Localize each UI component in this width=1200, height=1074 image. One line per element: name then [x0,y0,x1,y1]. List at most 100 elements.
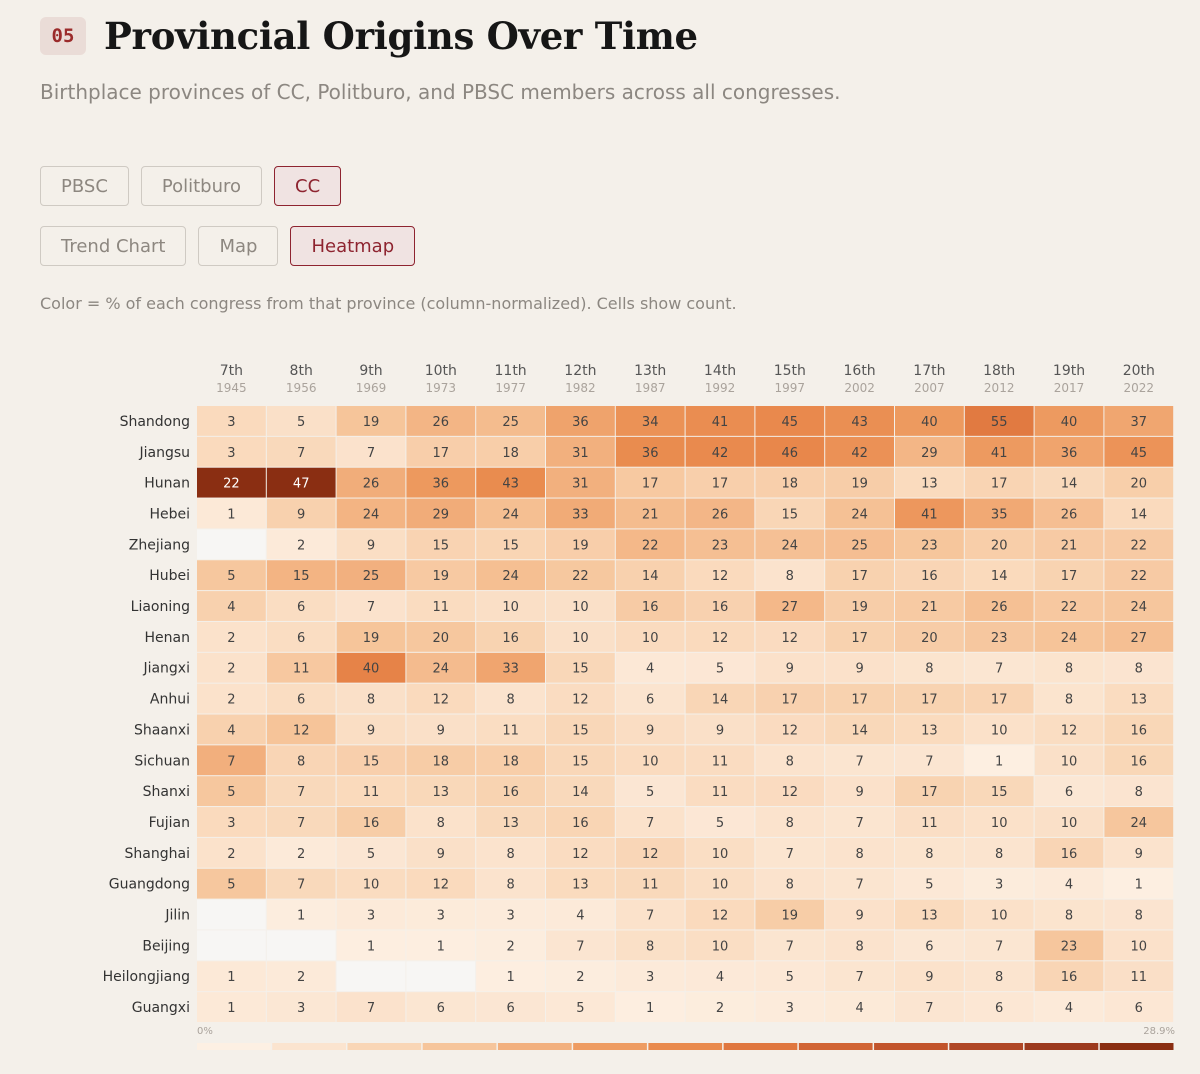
heatmap-cell[interactable] [406,498,476,529]
heatmap-cell[interactable] [685,683,755,714]
heatmap-cell[interactable] [895,807,964,837]
heatmap-cell[interactable] [615,406,685,436]
heatmap-cell[interactable] [615,683,685,714]
heatmap-cell[interactable] [685,961,755,992]
heatmap-cell[interactable] [1104,652,1174,683]
heatmap-cell[interactable] [546,529,615,560]
heatmap-cell[interactable] [476,745,545,776]
heatmap-cell[interactable] [266,498,336,529]
heatmap-cell[interactable] [266,621,336,652]
heatmap-cell[interactable] [895,714,964,745]
heatmap-cell[interactable] [476,652,545,683]
heatmap-cell[interactable] [685,560,755,591]
heatmap-cell[interactable] [615,807,685,837]
heatmap-cell[interactable] [546,868,615,899]
heatmap-cell[interactable] [825,621,894,652]
heatmap-cell[interactable] [755,436,825,467]
heatmap-cell[interactable] [825,406,894,436]
heatmap-cell[interactable] [1104,621,1174,652]
heatmap-cell[interactable] [1034,467,1104,498]
heatmap-cell[interactable] [755,652,825,683]
heatmap-cell[interactable] [895,899,964,930]
heatmap-cell[interactable] [1034,992,1104,1022]
heatmap-cell[interactable] [685,406,755,436]
heatmap-cell[interactable] [825,837,894,868]
heatmap-cell[interactable] [406,837,476,868]
heatmap-cell[interactable] [685,714,755,745]
heatmap-cell[interactable] [476,529,545,560]
heatmap-cell[interactable] [755,745,825,776]
heatmap-cell[interactable] [197,745,266,776]
heatmap-cell[interactable] [1034,868,1104,899]
heatmap-cell[interactable] [476,868,545,899]
heatmap-cell[interactable] [755,406,825,436]
heatmap-cell[interactable] [336,745,406,776]
heatmap-cell[interactable] [476,498,545,529]
heatmap-cell[interactable] [964,745,1034,776]
heatmap-cell[interactable] [1034,807,1104,837]
heatmap-cell[interactable] [406,406,476,436]
heatmap-cell[interactable] [1104,529,1174,560]
heatmap-cell-empty[interactable] [197,930,266,961]
heatmap-cell[interactable] [755,961,825,992]
heatmap-cell[interactable] [685,652,755,683]
heatmap-cell[interactable] [546,807,615,837]
heatmap-cell[interactable] [1034,776,1104,807]
heatmap-cell[interactable] [336,467,406,498]
heatmap-cell[interactable] [1104,406,1174,436]
heatmap-cell[interactable] [615,745,685,776]
heatmap-cell[interactable] [1104,467,1174,498]
heatmap-cell[interactable] [615,498,685,529]
heatmap-cell[interactable] [336,498,406,529]
heatmap-cell[interactable] [1104,868,1174,899]
heatmap-cell[interactable] [336,837,406,868]
heatmap-cell[interactable] [546,714,615,745]
heatmap-cell[interactable] [1034,560,1104,591]
heatmap-cell[interactable] [685,745,755,776]
heatmap-cell[interactable] [1104,807,1174,837]
heatmap-cell[interactable] [964,807,1034,837]
heatmap-cell[interactable] [406,745,476,776]
heatmap-cell[interactable] [685,868,755,899]
heatmap-cell[interactable] [755,868,825,899]
heatmap-cell[interactable] [1104,776,1174,807]
heatmap-cell[interactable] [615,591,685,621]
heatmap-cell[interactable] [336,436,406,467]
heatmap-cell[interactable] [895,868,964,899]
heatmap-cell[interactable] [476,683,545,714]
heatmap-cell[interactable] [406,621,476,652]
heatmap-cell[interactable] [197,714,266,745]
heatmap-cell[interactable] [685,591,755,621]
heatmap-cell[interactable] [546,776,615,807]
heatmap-cell[interactable] [895,436,964,467]
heatmap-cell[interactable] [615,467,685,498]
heatmap-cell[interactable] [266,529,336,560]
heatmap-cell[interactable] [476,714,545,745]
tab-trend-chart[interactable]: Trend Chart [40,226,187,266]
heatmap-cell[interactable] [825,467,894,498]
heatmap-cell[interactable] [476,930,545,961]
heatmap-cell[interactable] [546,591,615,621]
heatmap-cell[interactable] [336,591,406,621]
heatmap-cell[interactable] [964,683,1034,714]
heatmap-cell[interactable] [825,930,894,961]
heatmap-cell[interactable] [546,652,615,683]
heatmap-cell[interactable] [615,436,685,467]
heatmap-cell[interactable] [615,961,685,992]
heatmap-cell[interactable] [476,776,545,807]
heatmap-cell[interactable] [336,621,406,652]
heatmap-cell[interactable] [964,837,1034,868]
heatmap-cell[interactable] [266,683,336,714]
heatmap-cell[interactable] [685,899,755,930]
heatmap-cell[interactable] [336,406,406,436]
heatmap-cell[interactable] [895,837,964,868]
heatmap-cell[interactable] [266,745,336,776]
heatmap-cell[interactable] [406,776,476,807]
heatmap-cell[interactable] [546,406,615,436]
heatmap-cell[interactable] [546,467,615,498]
heatmap-cell[interactable] [476,560,545,591]
heatmap-cell[interactable] [1104,930,1174,961]
heatmap-cell[interactable] [1104,745,1174,776]
heatmap-cell[interactable] [964,436,1034,467]
heatmap-cell[interactable] [964,714,1034,745]
